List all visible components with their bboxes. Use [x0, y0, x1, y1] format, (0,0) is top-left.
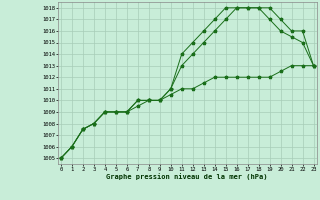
X-axis label: Graphe pression niveau de la mer (hPa): Graphe pression niveau de la mer (hPa): [107, 173, 268, 180]
